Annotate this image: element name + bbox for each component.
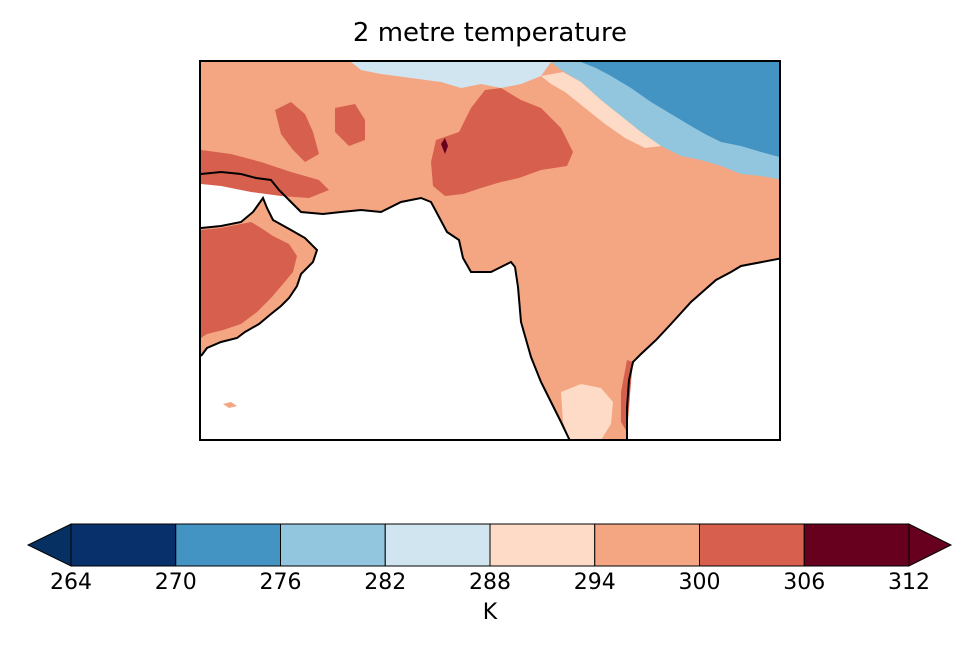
temperature-field bbox=[201, 62, 779, 439]
colorbar bbox=[26, 523, 953, 567]
island-socotra bbox=[223, 402, 237, 408]
colorbar-tick-306: 306 bbox=[783, 570, 826, 595]
arabia-hot-zone bbox=[201, 222, 297, 338]
colorbar-extend-high bbox=[908, 523, 953, 567]
map-title: 2 metre temperature bbox=[352, 18, 628, 48]
colorbar-segment-306-312 bbox=[803, 523, 910, 567]
colorbar-tick-276: 276 bbox=[259, 570, 302, 595]
indus-hot-zone bbox=[431, 88, 573, 196]
colorbar-tick-282: 282 bbox=[364, 570, 407, 595]
colorbar-segment-282-288 bbox=[384, 523, 491, 567]
south-cool-patch bbox=[561, 384, 613, 439]
iran-hot-zone-3 bbox=[201, 150, 329, 198]
coastline-arabia bbox=[201, 195, 319, 357]
colorbar-tick-300: 300 bbox=[678, 570, 721, 595]
land-region bbox=[201, 62, 779, 439]
colorbar-segment-288-294 bbox=[489, 523, 596, 567]
mountain-peach-band bbox=[541, 72, 661, 148]
colorbar-tick-270: 270 bbox=[154, 570, 197, 595]
colorbar-tick-312: 312 bbox=[888, 570, 930, 595]
iran-hot-zone-2 bbox=[335, 104, 365, 146]
colorbar-extend-low bbox=[26, 523, 72, 567]
colorbar-tick-294: 294 bbox=[573, 570, 616, 595]
peak-hot-spot bbox=[441, 138, 448, 154]
map-panel bbox=[199, 60, 781, 441]
coastline-east bbox=[626, 257, 779, 439]
colorbar-unit-label: K bbox=[482, 600, 498, 625]
colorbar-tick-264: 264 bbox=[50, 570, 92, 595]
iran-hot-zone bbox=[275, 102, 319, 162]
colorbar-tick-288: 288 bbox=[469, 570, 511, 595]
colorbar-segment-294-300 bbox=[594, 523, 700, 567]
colorbar-segment-264-270 bbox=[70, 523, 177, 567]
coastline bbox=[201, 170, 571, 439]
colorbar-segment-276-282 bbox=[280, 523, 386, 567]
colorbar-segment-270-276 bbox=[175, 523, 281, 567]
colorbar-segment-300-306 bbox=[699, 523, 805, 567]
mountain-light-band bbox=[351, 62, 551, 88]
mountain-colder-zone bbox=[581, 62, 779, 157]
